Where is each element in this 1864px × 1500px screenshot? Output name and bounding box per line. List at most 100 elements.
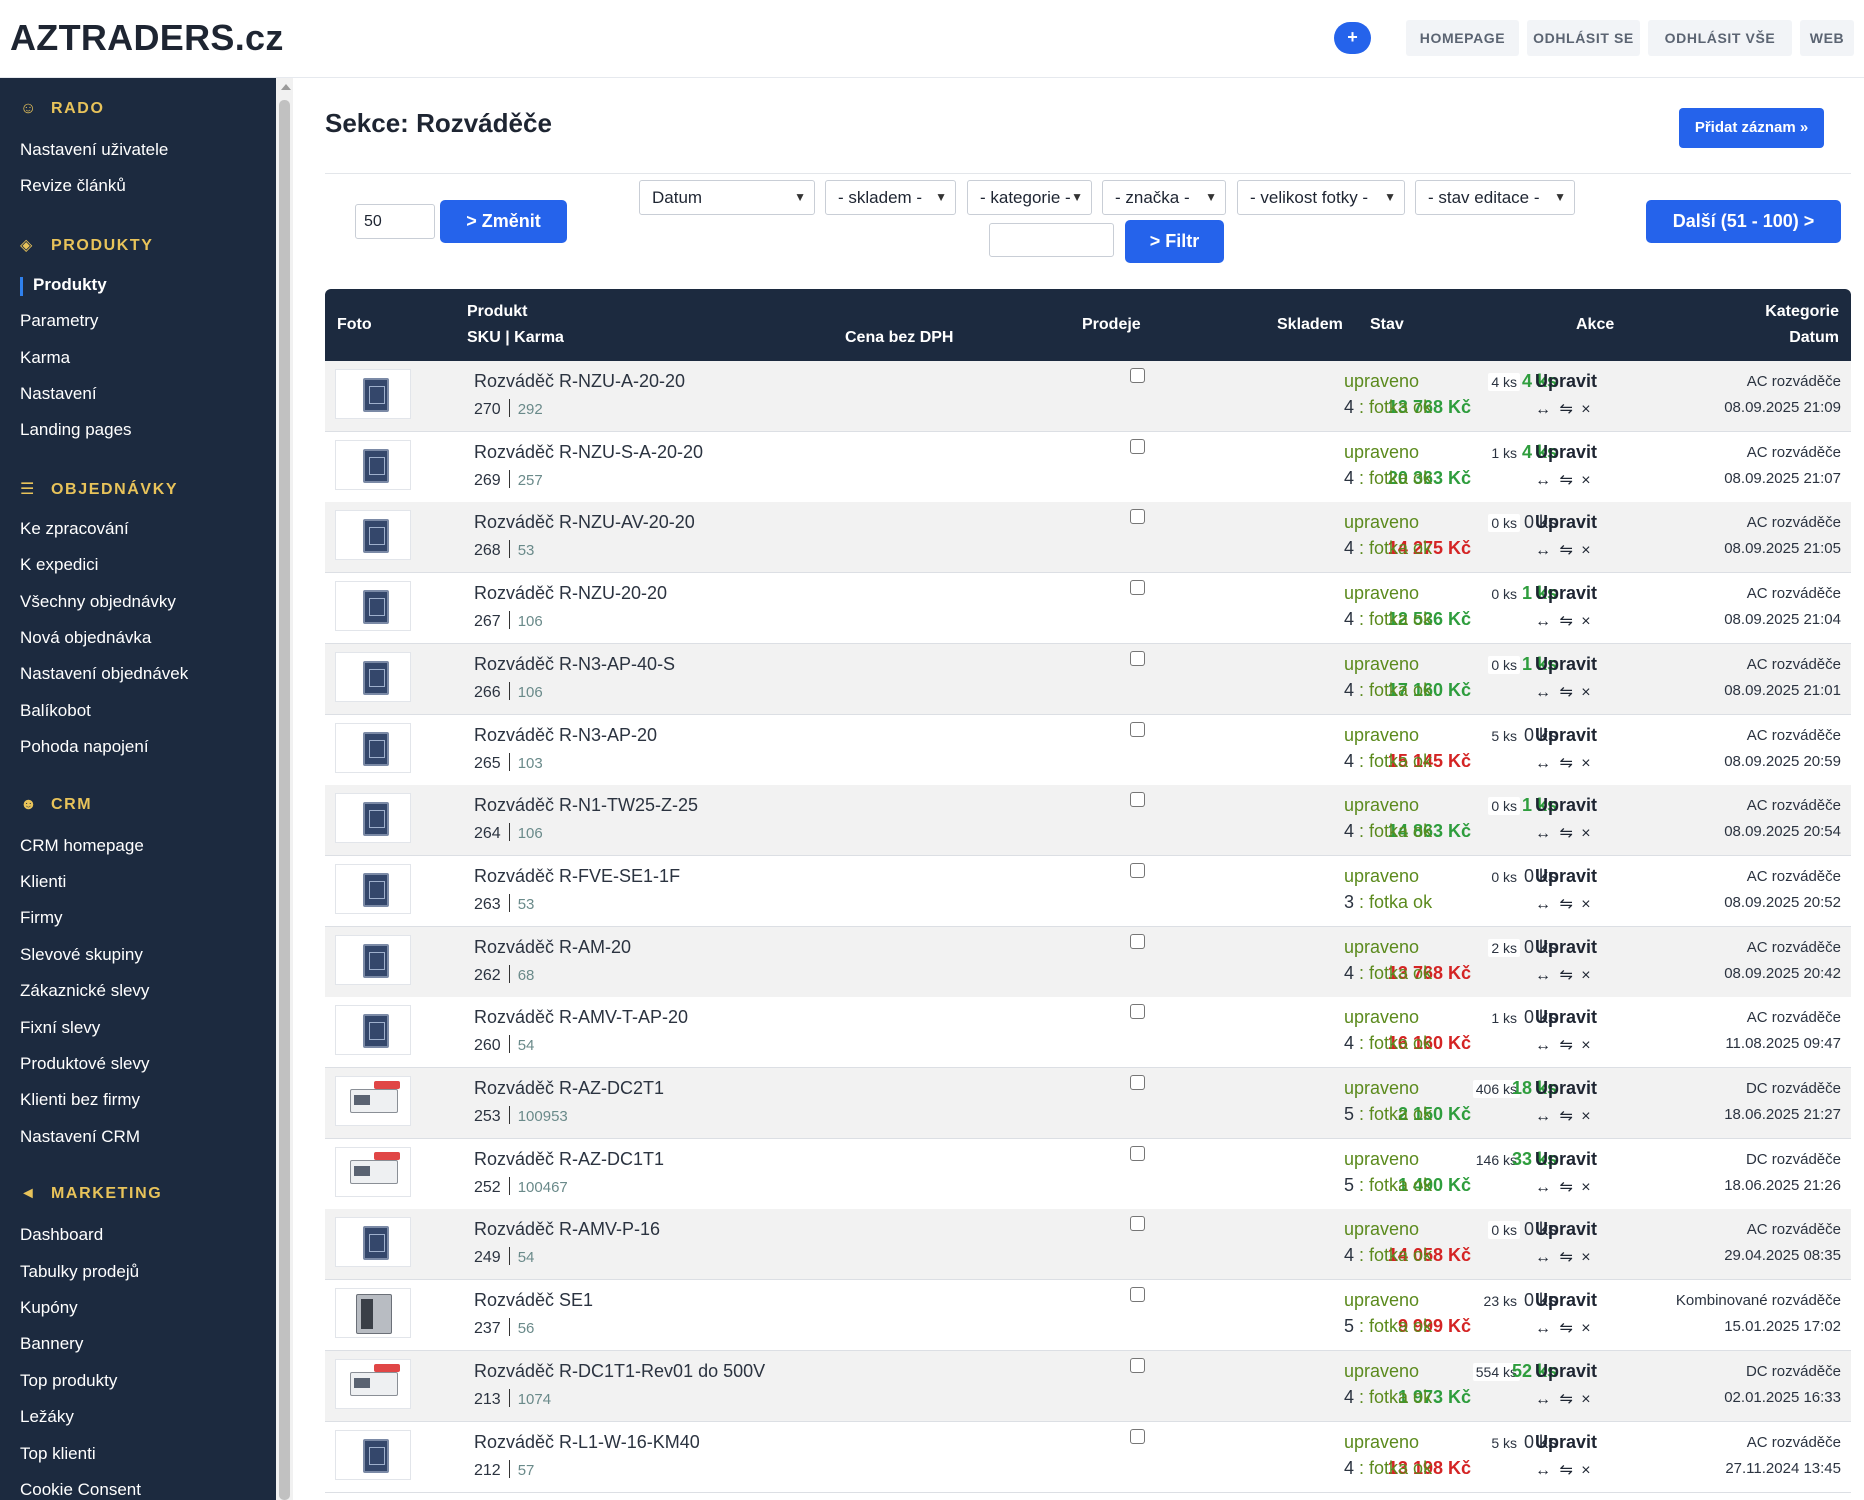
select-checkbox[interactable] (1130, 1004, 1145, 1020)
select-checkbox[interactable] (1130, 1357, 1145, 1373)
product-name[interactable]: Rozváděč R-AZ-DC1T1 (474, 1148, 665, 1169)
sidebar-item[interactable]: Revize článků (20, 176, 126, 196)
select-checkbox[interactable] (1130, 1216, 1145, 1232)
sidebar-item[interactable]: Top produkty (20, 1370, 118, 1390)
product-name[interactable]: Rozváděč R-NZU-S-A-20-20 (474, 441, 704, 462)
sidebar-item[interactable]: Produktové slevy (20, 1054, 150, 1073)
edit-link[interactable]: Upravit (1535, 795, 1598, 816)
product-name[interactable]: Rozváděč R-DC1T1-Rev01 do 500V (474, 1360, 766, 1381)
row-actions[interactable]: ↔ ⇋ × (1535, 613, 1593, 631)
product-name[interactable]: Rozváděč R-NZU-A-20-20 (474, 371, 686, 391)
product-thumbnail[interactable] (335, 1146, 411, 1197)
row-actions[interactable]: ↔ ⇋ × (1535, 1461, 1593, 1479)
product-name[interactable]: Rozváděč R-NZU-AV-20-20 (474, 512, 695, 533)
filter-button[interactable]: > Filtr (1125, 220, 1224, 263)
select-checkbox[interactable] (1130, 650, 1145, 666)
sidebar-item[interactable]: Nastavení uživatele (20, 140, 169, 159)
select-category[interactable]: - kategorie - ▼ (967, 180, 1092, 215)
change-button[interactable]: > Změnit (440, 200, 567, 243)
product-name[interactable]: Rozváděč R-N3-AP-40-S (474, 653, 676, 674)
sidebar-item[interactable]: Bannery (20, 1334, 84, 1354)
sidebar-item[interactable]: Klienti bez firmy (20, 1090, 140, 1110)
product-thumbnail[interactable] (335, 934, 411, 985)
edit-link[interactable]: Upravit (1535, 1290, 1598, 1311)
table-row[interactable]: Rozváděč R-AMV-T-AP-20 260 54 16 160 Kč 1 ks… (325, 997, 1851, 1069)
select-stock[interactable]: - skladem - ▼ (825, 180, 956, 215)
sidebar-item[interactable]: Tabulky prodejů (20, 1261, 140, 1281)
product-thumbnail[interactable] (335, 1217, 411, 1268)
product-thumbnail[interactable] (335, 1288, 411, 1339)
product-name[interactable]: Rozváděč R-N3-AP-20 (474, 724, 658, 745)
table-row[interactable]: Rozváděč R-DC1T1-Rev01 do 500V 213 1074 1 9… (325, 1350, 1851, 1422)
sidebar-item[interactable]: Firmy (20, 908, 63, 928)
nav-homepage[interactable]: HOMEPAGE (1406, 20, 1519, 56)
select-checkbox[interactable] (1130, 509, 1145, 525)
table-row[interactable]: Rozváděč R-FVE-SE1-1F 263 53 0 ks 0 ks uprave… (325, 855, 1851, 927)
nav-web[interactable]: WEB (1800, 20, 1854, 56)
quick-add-button[interactable]: + (1334, 22, 1371, 54)
product-name[interactable]: Rozváděč R-AMV-T-AP-20 (474, 1007, 689, 1028)
edit-link[interactable]: Upravit (1535, 512, 1598, 533)
product-thumbnail[interactable] (335, 1429, 411, 1480)
edit-link[interactable]: Upravit (1535, 1078, 1598, 1098)
per-page-input[interactable] (355, 204, 435, 239)
select-edit-state[interactable]: - stav editace - ▼ (1415, 180, 1575, 215)
sidebar-item[interactable]: Produkty (20, 275, 107, 296)
table-row[interactable]: Rozváděč R-L1-W-16-KM40 212 57 13 198 Kč 5 k… (325, 1421, 1851, 1493)
product-name[interactable]: Rozváděč R-L1-W-16-KM40 (474, 1431, 700, 1452)
edit-link[interactable]: Upravit (1535, 1360, 1598, 1381)
sidebar-item[interactable]: Nastavení objednávek (20, 664, 189, 684)
edit-link[interactable]: Upravit (1535, 1007, 1598, 1028)
table-row[interactable]: Rozváděč R-NZU-A-20-20 270 292 13 768 Kč 4 k… (325, 361, 1851, 432)
add-record-button[interactable]: Přidat záznam » (1679, 108, 1824, 148)
edit-link[interactable]: Upravit (1535, 724, 1598, 745)
sidebar-item[interactable]: Cookie Consent (20, 1480, 141, 1499)
table-row[interactable]: Rozváděč R-AZ-DC2T1 253 100953 2 150 Kč 406 … (325, 1068, 1851, 1139)
select-checkbox[interactable] (1130, 1428, 1145, 1444)
edit-link[interactable]: Upravit (1535, 1148, 1598, 1169)
sidebar-item[interactable]: Nastavení (20, 384, 97, 403)
product-thumbnail[interactable] (335, 793, 411, 844)
row-actions[interactable]: ↔ ⇋ × (1535, 1037, 1593, 1055)
table-row[interactable]: Rozváděč R-AZ-DC1T1 252 100467 1 490 Kč 146 … (325, 1138, 1851, 1210)
sidebar-item[interactable]: Landing pages (20, 420, 132, 440)
select-date[interactable]: Datum ▼ (639, 180, 815, 215)
sidebar-item[interactable]: Top klienti (20, 1443, 96, 1463)
product-name[interactable]: Rozváděč R-NZU-20-20 (474, 583, 668, 604)
table-row[interactable]: Rozváděč R-AMV-P-16 249 54 14 058 Kč 0 ks 0 k… (325, 1209, 1851, 1281)
sidebar-scrollbar-thumb[interactable] (279, 100, 290, 1500)
table-row[interactable]: Rozváděč R-N1-TW25-Z-25 264 106 14 863 Kč 0 … (325, 785, 1851, 857)
product-thumbnail[interactable] (335, 651, 411, 702)
product-name[interactable]: Rozváděč R-N1-TW25-Z-25 (474, 795, 699, 816)
select-checkbox[interactable] (1130, 933, 1145, 949)
sidebar-item[interactable]: Zákaznické slevy (20, 981, 150, 1001)
sidebar-item[interactable]: Fixní slevy (20, 1017, 101, 1037)
select-checkbox[interactable] (1130, 438, 1145, 454)
row-actions[interactable]: ↔ ⇋ × (1535, 683, 1593, 701)
sidebar-item[interactable]: Ležáky (20, 1407, 74, 1427)
product-thumbnail[interactable] (335, 863, 411, 914)
row-actions[interactable]: ↔ ⇋ × (1535, 825, 1593, 843)
sidebar-item[interactable]: Parametry (20, 311, 99, 331)
sidebar-item[interactable]: Všechny objednávky (20, 591, 176, 611)
edit-link[interactable]: Upravit (1535, 1219, 1598, 1240)
select-checkbox[interactable] (1130, 792, 1145, 808)
search-input[interactable] (989, 223, 1114, 257)
sidebar-item[interactable]: Ke zpracování (20, 518, 129, 538)
next-page-button[interactable]: Další (51 - 100) > (1646, 200, 1841, 243)
select-checkbox[interactable] (1130, 368, 1145, 383)
product-thumbnail[interactable] (335, 510, 411, 561)
select-photo-size[interactable]: - velikost fotky - ▼ (1237, 180, 1405, 215)
select-checkbox[interactable] (1130, 862, 1145, 878)
table-row[interactable]: Rozváděč R-NZU-S-A-20-20 269 257 20 363 Kč 1… (325, 431, 1851, 503)
product-name[interactable]: Rozváděč R-AMV-P-16 (474, 1219, 661, 1240)
row-actions[interactable]: ↔ ⇋ × (1535, 754, 1593, 772)
edit-link[interactable]: Upravit (1535, 441, 1598, 462)
select-checkbox[interactable] (1130, 1075, 1145, 1090)
table-row[interactable]: Rozváděč R-AM-20 262 68 13 768 Kč 2 ks 0 ks up… (325, 926, 1851, 998)
select-brand[interactable]: - značka - ▼ (1102, 180, 1226, 215)
edit-link[interactable]: Upravit (1535, 583, 1598, 604)
product-name[interactable]: Rozváděč R-FVE-SE1-1F (474, 865, 681, 886)
row-actions[interactable]: ↔ ⇋ × (1535, 1320, 1593, 1338)
row-actions[interactable]: ↔ ⇋ × (1535, 401, 1593, 418)
